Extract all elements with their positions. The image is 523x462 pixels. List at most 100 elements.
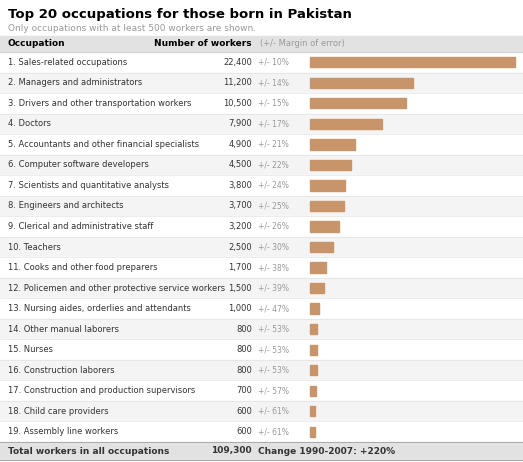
Text: 700: 700 [236, 386, 252, 395]
Text: Number of workers: Number of workers [154, 39, 252, 49]
Bar [310, 365, 317, 375]
Bar [310, 221, 339, 231]
Text: Top 20 occupations for those born in Pakistan: Top 20 occupations for those born in Pak… [8, 8, 352, 21]
Bar [0, 257, 523, 278]
Text: +/- 53%: +/- 53% [258, 345, 289, 354]
Text: 5. Accountants and other financial specialists: 5. Accountants and other financial speci… [8, 140, 199, 149]
Text: 1,500: 1,500 [229, 284, 252, 292]
Text: 11,200: 11,200 [223, 78, 252, 87]
Text: +/- 53%: +/- 53% [258, 365, 289, 375]
Text: +/- 10%: +/- 10% [258, 58, 289, 67]
Text: Change 1990-2007: +220%: Change 1990-2007: +220% [258, 446, 395, 456]
Text: 4,500: 4,500 [229, 160, 252, 170]
Bar [310, 345, 317, 355]
Text: +/- 14%: +/- 14% [258, 78, 289, 87]
Text: 9. Clerical and administrative staff: 9. Clerical and administrative staff [8, 222, 153, 231]
Text: 14. Other manual laborers: 14. Other manual laborers [8, 325, 119, 334]
Text: 8. Engineers and architects: 8. Engineers and architects [8, 201, 123, 211]
Text: 19. Assembly line workers: 19. Assembly line workers [8, 427, 118, 436]
Bar [310, 262, 325, 273]
Text: +/- 47%: +/- 47% [258, 304, 289, 313]
Text: 11. Cooks and other food preparers: 11. Cooks and other food preparers [8, 263, 157, 272]
Text: 109,300: 109,300 [211, 446, 252, 456]
Bar [0, 360, 523, 380]
Bar [0, 442, 523, 460]
Bar [310, 139, 355, 150]
Bar [0, 52, 523, 73]
Bar [310, 57, 515, 67]
Bar [310, 304, 319, 314]
Bar [0, 114, 523, 134]
Text: +/- 53%: +/- 53% [258, 325, 289, 334]
Bar [0, 134, 523, 155]
Text: +/- 57%: +/- 57% [258, 386, 289, 395]
Bar [310, 119, 382, 129]
Bar [310, 386, 316, 396]
Text: 4,900: 4,900 [229, 140, 252, 149]
Text: 6. Computer software developers: 6. Computer software developers [8, 160, 149, 170]
Text: 3,800: 3,800 [228, 181, 252, 190]
Bar [0, 319, 523, 340]
Text: 600: 600 [236, 407, 252, 416]
Bar [0, 73, 523, 93]
Bar [310, 242, 333, 252]
Text: 17. Construction and production supervisors: 17. Construction and production supervis… [8, 386, 195, 395]
Text: 13. Nursing aides, orderlies and attendants: 13. Nursing aides, orderlies and attenda… [8, 304, 191, 313]
Text: 2. Managers and administrators: 2. Managers and administrators [8, 78, 142, 87]
Bar [310, 160, 351, 170]
Text: +/- 61%: +/- 61% [258, 407, 289, 416]
Bar [310, 98, 406, 109]
Text: 10. Teachers: 10. Teachers [8, 243, 61, 251]
Text: Only occupations with at least 500 workers are shown.: Only occupations with at least 500 worke… [8, 24, 256, 33]
Bar [0, 216, 523, 237]
Text: 3,200: 3,200 [228, 222, 252, 231]
Text: +/- 26%: +/- 26% [258, 222, 289, 231]
Text: 16. Construction laborers: 16. Construction laborers [8, 365, 115, 375]
Bar [310, 201, 344, 211]
Bar [310, 78, 413, 88]
Text: 4. Doctors: 4. Doctors [8, 119, 51, 128]
Bar [0, 340, 523, 360]
Text: +/- 17%: +/- 17% [258, 119, 289, 128]
Text: 1,700: 1,700 [228, 263, 252, 272]
Text: 3. Drivers and other transportation workers: 3. Drivers and other transportation work… [8, 99, 191, 108]
Bar [0, 278, 523, 298]
Text: +/- 30%: +/- 30% [258, 243, 289, 251]
Bar [310, 324, 317, 334]
Text: 1. Sales-related occupations: 1. Sales-related occupations [8, 58, 127, 67]
Bar [0, 380, 523, 401]
Text: +/- 61%: +/- 61% [258, 427, 289, 436]
Text: 1,000: 1,000 [229, 304, 252, 313]
Text: +/- 25%: +/- 25% [258, 201, 289, 211]
Text: +/- 15%: +/- 15% [258, 99, 289, 108]
Bar [0, 298, 523, 319]
Text: +/- 38%: +/- 38% [258, 263, 289, 272]
Text: +/- 39%: +/- 39% [258, 284, 289, 292]
Bar [0, 196, 523, 216]
Text: 18. Child care providers: 18. Child care providers [8, 407, 109, 416]
Bar [0, 36, 523, 52]
Text: 7,900: 7,900 [228, 119, 252, 128]
Text: 3,700: 3,700 [228, 201, 252, 211]
Text: 2,500: 2,500 [229, 243, 252, 251]
Bar [0, 237, 523, 257]
Bar [0, 421, 523, 442]
Text: (+/- Margin of error): (+/- Margin of error) [260, 39, 345, 49]
Bar [0, 155, 523, 175]
Text: 600: 600 [236, 427, 252, 436]
Text: 15. Nurses: 15. Nurses [8, 345, 53, 354]
Text: 800: 800 [236, 365, 252, 375]
Text: +/- 24%: +/- 24% [258, 181, 289, 190]
Bar [310, 426, 315, 437]
Bar [0, 175, 523, 196]
Text: 800: 800 [236, 325, 252, 334]
Text: 800: 800 [236, 345, 252, 354]
Bar [310, 283, 324, 293]
Bar [310, 180, 345, 190]
Bar [310, 406, 315, 416]
Text: Total workers in all occupations: Total workers in all occupations [8, 446, 169, 456]
Text: 10,500: 10,500 [223, 99, 252, 108]
Bar [0, 93, 523, 114]
Text: 22,400: 22,400 [223, 58, 252, 67]
Text: 12. Policemen and other protective service workers: 12. Policemen and other protective servi… [8, 284, 225, 292]
